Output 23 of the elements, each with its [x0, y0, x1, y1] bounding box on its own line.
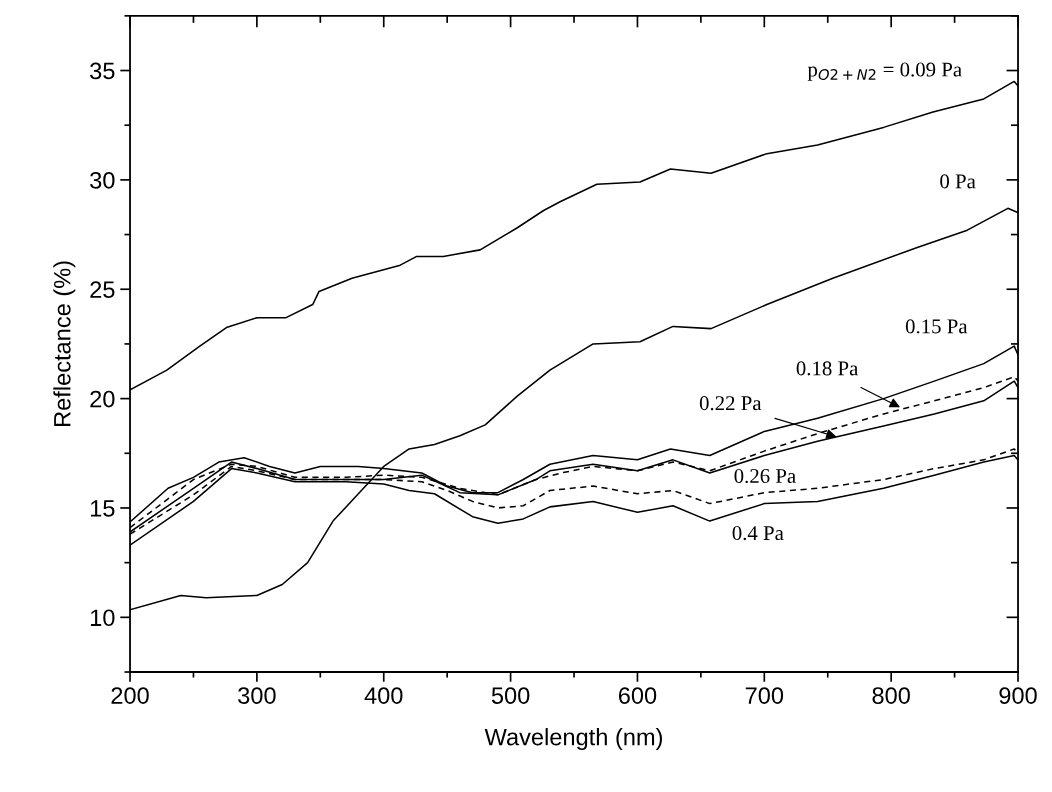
- x-tick-label: 700: [745, 687, 784, 704]
- annotation: 0 Pa: [940, 174, 976, 189]
- y-tick-label: 10: [90, 609, 115, 627]
- x-tick-label: 600: [618, 687, 657, 704]
- x-tick-label: 900: [999, 687, 1037, 704]
- y-tick-label: 20: [90, 390, 115, 408]
- y-tick-label: 35: [90, 62, 115, 80]
- x-axis-title: Wavelength (nm): [484, 728, 663, 751]
- y-axis-title: Reflectance (%): [53, 261, 76, 426]
- x-tick-label: 200: [111, 687, 149, 704]
- y-tick-label: 30: [90, 171, 115, 189]
- x-tick-label: 800: [872, 687, 910, 704]
- x-tick-label: 300: [238, 687, 276, 704]
- x-tick-label: 400: [364, 687, 403, 704]
- x-tick-label: 500: [491, 687, 530, 704]
- y-tick-label: 15: [90, 500, 115, 517]
- y-tick-label: 25: [90, 281, 115, 299]
- annotation: 0.15 Pa: [905, 319, 968, 334]
- annotation: 0.18 Pa: [796, 361, 859, 376]
- annotation: 0.26 Pa: [734, 468, 796, 484]
- annotation: 0.22 Pa: [699, 396, 762, 411]
- annotation: 0.4 Pa: [732, 526, 784, 541]
- annotation: p$_{O2+N2}$ = 0.09 Pa: [807, 62, 962, 81]
